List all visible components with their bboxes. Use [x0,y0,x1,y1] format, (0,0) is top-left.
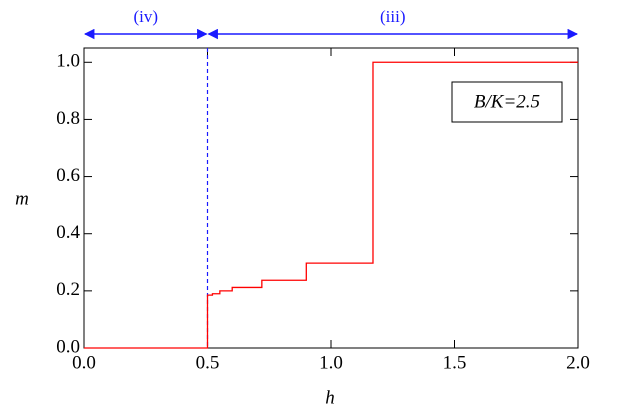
y-tick-label: 1.0 [56,51,80,72]
x-tick-label: 1.5 [443,352,467,373]
x-tick-label: 2.0 [566,352,590,373]
region-label: (iii) [380,7,406,26]
x-tick-label: 0.5 [196,352,220,373]
y-tick-label: 0.8 [56,108,80,129]
y-tick-label: 0.2 [56,279,80,300]
x-tick-label: 1.0 [319,352,343,373]
y-tick-label: 0.4 [56,222,80,243]
x-tick-label: 0.0 [72,352,96,373]
y-tick-label: 0.6 [56,165,80,186]
x-axis-label: h [325,387,335,408]
y-axis-label: m [15,188,29,209]
region-label: (iv) [133,7,158,26]
y-tick-label: 0.0 [56,336,80,357]
step-line [84,61,578,349]
annotation-box [451,81,563,123]
annotation: B/K=2.5 [474,91,540,112]
